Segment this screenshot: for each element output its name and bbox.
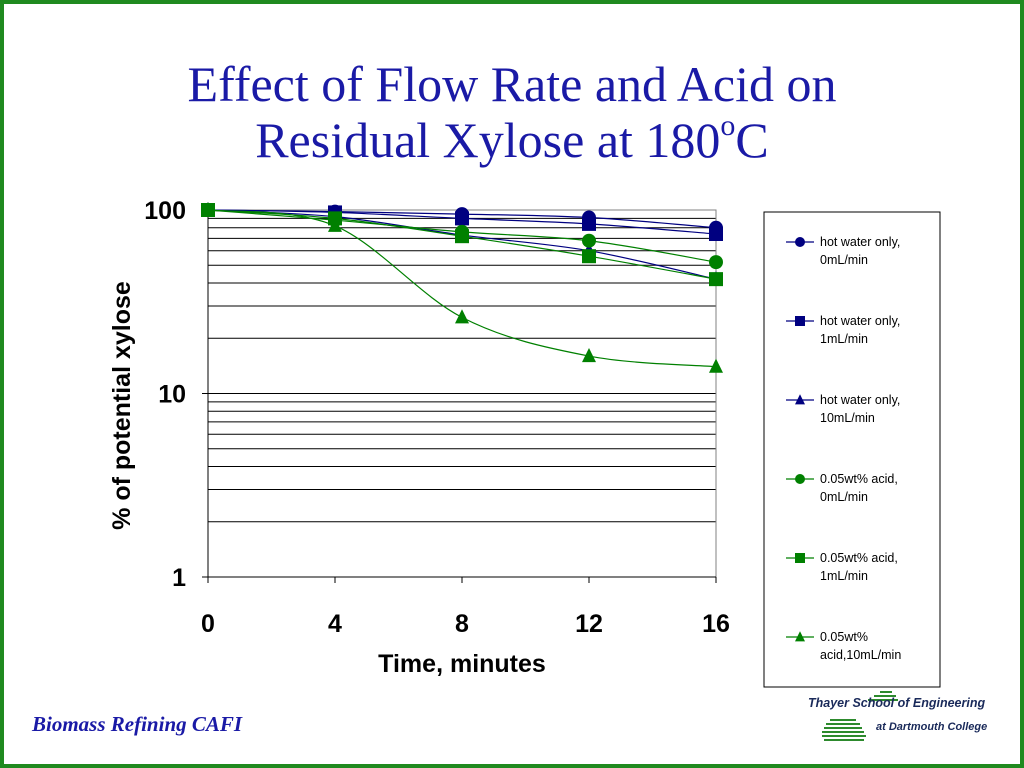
legend-label: 0.05wt% acid, 0mL/min xyxy=(820,472,898,504)
legend-item-5: 0.05wt% acid, 1mL/min xyxy=(786,551,898,583)
title-line-2: Residual Xylose at 180oC xyxy=(4,109,1020,169)
x-tick-label: 8 xyxy=(455,610,469,638)
legend-item-2: hot water only, 1mL/min xyxy=(786,314,900,346)
series-6 xyxy=(201,201,723,373)
legend-label-line: 0.05wt% acid, xyxy=(820,551,898,565)
x-tick-label: 4 xyxy=(328,610,342,638)
data-point xyxy=(455,309,469,324)
legend-label-line: 1mL/min xyxy=(820,332,868,346)
legend-marker xyxy=(795,631,805,642)
x-tick-label: 0 xyxy=(201,610,215,638)
x-axis-label: Time, minutes xyxy=(378,650,546,678)
legend-marker xyxy=(795,237,805,247)
data-point xyxy=(582,233,596,248)
y-tick-label: 100 xyxy=(144,197,186,225)
legend-label-line: hot water only, xyxy=(820,235,900,249)
grid-layer xyxy=(208,217,716,523)
x-tick-label: 12 xyxy=(575,610,603,638)
legend-label-line: 0mL/min xyxy=(820,490,868,504)
data-point xyxy=(709,358,723,373)
title-line-1: Effect of Flow Rate and Acid on xyxy=(187,56,837,112)
data-point xyxy=(582,347,596,363)
axes-layer: 0 4 8 12 16 1 10 100 xyxy=(144,197,730,638)
series-layer xyxy=(201,201,723,373)
legend-marker xyxy=(795,474,805,484)
legend-item-4: 0.05wt% acid, 0mL/min xyxy=(786,472,898,504)
legend-label-line: 10mL/min xyxy=(820,411,875,425)
legend-label: hot water only, 10mL/min xyxy=(820,393,900,425)
legend-label: hot water only, 0mL/min xyxy=(820,235,900,267)
legend-label: 0.05wt% acid, 1mL/min xyxy=(820,551,898,583)
legend-label: 0.05wt% acid,10mL/min xyxy=(820,630,901,662)
y-axis-label: % of potential xylose xyxy=(108,281,136,530)
legend-marker xyxy=(795,394,805,405)
data-point xyxy=(709,272,723,287)
data-point xyxy=(455,229,469,244)
thayer-logo: Thayer School of Engineering at Dartmout… xyxy=(800,690,990,742)
title-line-2-main: Residual Xylose at 180 xyxy=(255,112,721,168)
data-point xyxy=(328,217,342,232)
data-point xyxy=(455,211,469,226)
logo-graphic xyxy=(822,691,898,741)
data-point xyxy=(582,249,596,264)
x-tick-label: 16 xyxy=(702,610,730,638)
legend-label-line: 1mL/min xyxy=(820,569,868,583)
title-line-2-end: C xyxy=(735,112,769,168)
data-point xyxy=(201,201,215,217)
data-point xyxy=(709,226,723,241)
legend-label-line: 0.05wt% xyxy=(820,630,868,644)
legend-label-line: hot water only, xyxy=(820,393,900,407)
y-tick-label: 1 xyxy=(172,564,186,592)
legend-box xyxy=(763,211,941,688)
footer-text: Biomass Refining CAFI xyxy=(32,712,243,736)
legend-label-line: acid,10mL/min xyxy=(820,648,901,662)
legend-label-line: 0.05wt% acid, xyxy=(820,472,898,486)
legend-marker xyxy=(795,553,805,563)
logo-name: Thayer School of Engineering xyxy=(808,696,986,710)
data-point xyxy=(709,255,723,270)
legend-item-1: hot water only, 0mL/min xyxy=(786,235,900,267)
legend-label-line: hot water only, xyxy=(820,314,900,328)
y-tick-label: 10 xyxy=(158,381,186,409)
legend-label-line: 0mL/min xyxy=(820,253,868,267)
logo-subtitle: at Dartmouth College xyxy=(876,721,988,733)
legend-marker xyxy=(795,316,805,326)
legend-item-3: hot water only, 10mL/min xyxy=(786,393,900,425)
title-degree-sup: o xyxy=(720,109,736,142)
data-point xyxy=(582,216,596,231)
slide-title: Effect of Flow Rate and Acid on Residual… xyxy=(4,56,1020,168)
legend-label: hot water only, 1mL/min xyxy=(820,314,900,346)
legend: hot water only, 0mL/min hot water only, 1mL… xyxy=(763,211,941,688)
legend-item-6: 0.05wt% acid,10mL/min xyxy=(786,630,901,662)
